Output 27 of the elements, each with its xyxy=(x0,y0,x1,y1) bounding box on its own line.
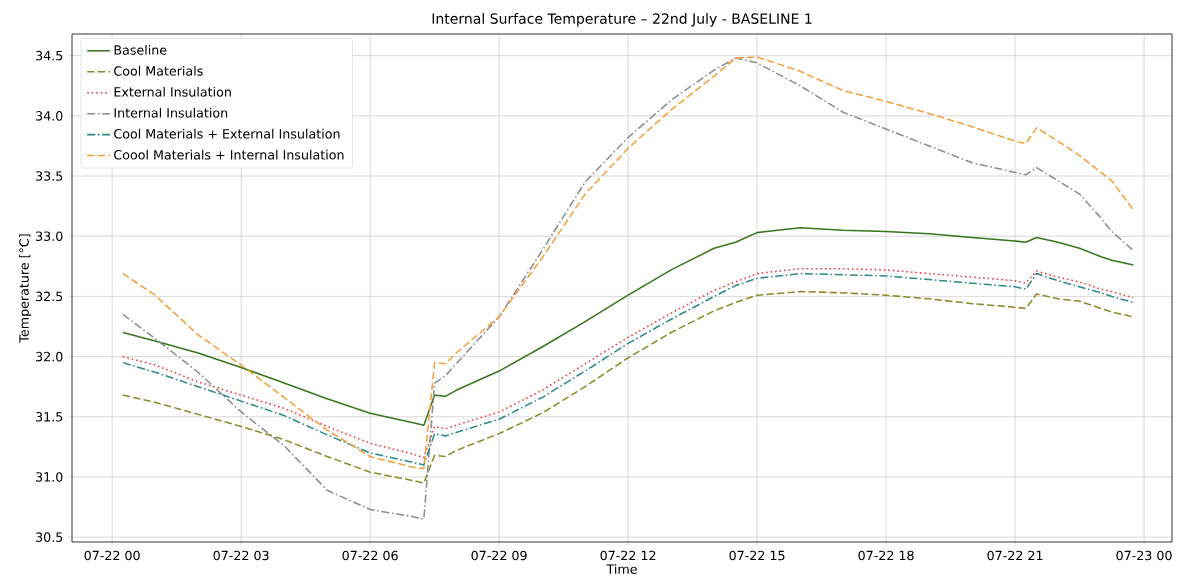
chart-title: Internal Surface Temperature – 22nd July - BASELINE 1 xyxy=(432,13,812,27)
x-tick-label: 07-22 15 xyxy=(729,550,785,561)
x-axis-title: Time xyxy=(606,564,637,574)
y-tick-label: 32.5 xyxy=(36,291,63,302)
y-tick-label: 33.0 xyxy=(36,231,63,242)
y-tick-label: 34.0 xyxy=(36,111,63,121)
legend-label: Baseline xyxy=(114,44,167,55)
y-tick-label: 32.0 xyxy=(36,351,63,362)
y-axis-title: Temperature [°C] xyxy=(19,234,32,343)
y-tick-label: 30.5 xyxy=(36,532,63,542)
legend-label: Cool Materials xyxy=(114,65,203,76)
x-tick-label: 07-22 03 xyxy=(213,550,269,561)
y-tick-label: 34.5 xyxy=(36,50,63,61)
legend-label: Coool Materials + Internal Insulation xyxy=(114,149,344,160)
x-tick-label: 07-22 00 xyxy=(84,550,140,561)
y-tick-label: 31.0 xyxy=(36,472,63,482)
legend-label: Internal Insulation xyxy=(114,107,228,118)
x-tick-label: 07-23 00 xyxy=(1116,550,1172,561)
x-tick-label: 07-22 06 xyxy=(342,550,398,561)
x-tick-label: 07-22 18 xyxy=(858,550,914,561)
legend-label: Cool Materials + External Insulation xyxy=(114,128,340,139)
x-tick-label: 07-22 12 xyxy=(600,550,656,561)
y-tick-label: 33.5 xyxy=(36,171,63,181)
x-tick-label: 07-22 09 xyxy=(471,550,527,561)
x-tick-label: 07-22 21 xyxy=(987,550,1043,561)
legend-label: External Insulation xyxy=(114,86,231,97)
y-tick-label: 31.5 xyxy=(36,411,63,422)
